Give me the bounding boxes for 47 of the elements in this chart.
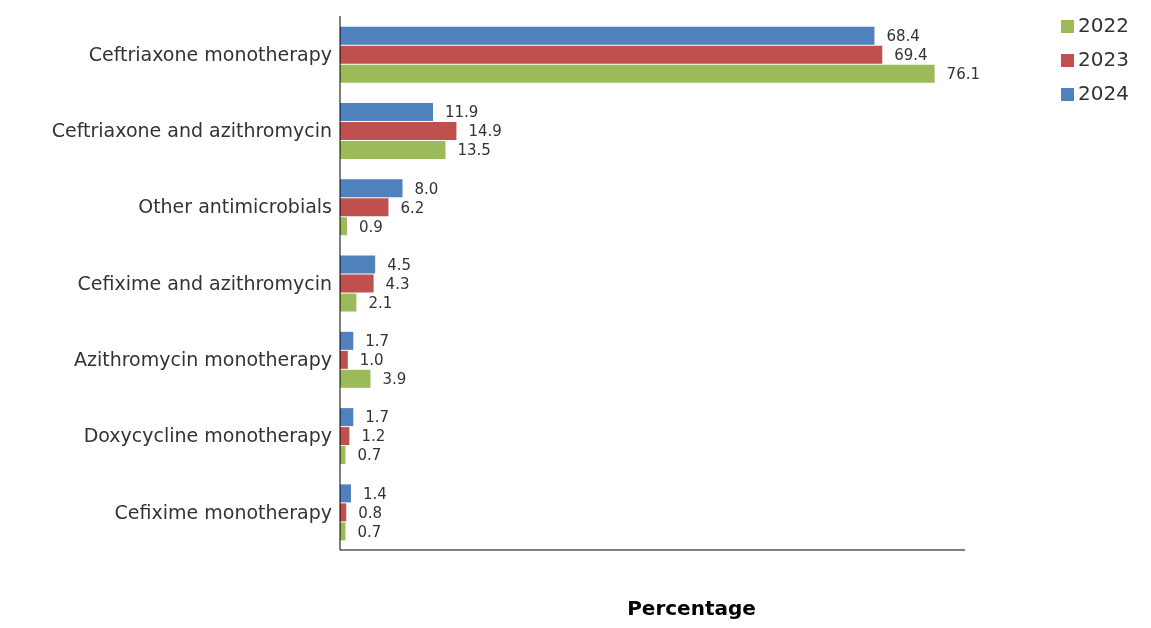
data-label: 8.0 [414,179,439,198]
data-label: 6.2 [400,198,425,217]
data-label: 11.9 [444,103,479,122]
data-label: 3.9 [382,370,407,389]
data-label: 4.5 [387,255,412,274]
bar [340,26,875,45]
bar [340,140,446,159]
bar [340,293,357,312]
data-label: 1.7 [365,408,390,427]
legend-label: 2024 [1078,81,1129,105]
data-label: 14.9 [468,122,502,141]
y-tick-label: Other antimicrobials [138,195,332,218]
x-axis-title: Percentage [626,596,757,620]
data-label: 69.4 [894,45,928,64]
y-tick-label: Cefixime and azithromycin [77,271,332,294]
y-tick-label: Ceftriaxone and azithromycin [51,119,332,142]
data-label: 0.8 [358,503,383,522]
data-label: 2.1 [368,293,393,312]
data-label: 1.0 [359,351,384,370]
data-label: 1.2 [361,427,386,446]
bar [340,121,457,140]
legend-label: 2023 [1078,47,1129,71]
y-tick-label: Azithromycin monotherapy [73,348,332,371]
y-tick-label: Doxycycline monotherapy [83,424,332,447]
bar [340,64,935,83]
y-tick-label: Ceftriaxone monotherapy [88,42,332,65]
bar [340,179,403,198]
data-label: 1.7 [365,332,390,351]
bar [340,198,389,217]
data-label: 0.7 [357,522,382,541]
data-label: 1.4 [362,484,387,503]
data-label: 13.5 [457,141,491,160]
data-label: 0.9 [359,217,383,236]
data-label: 0.7 [357,446,382,465]
legend-label: 2022 [1078,13,1129,37]
bar [340,274,374,293]
data-label: 68.4 [886,26,920,45]
data-label: 76.1 [946,64,981,83]
data-label: 4.3 [385,274,410,293]
bar [340,484,351,503]
bar [340,255,376,274]
bar [340,408,354,427]
y-tick-label: Cefixime monotherapy [114,500,332,523]
bar [340,331,354,350]
bar [340,102,433,121]
bar [340,45,883,64]
bar [340,369,371,388]
